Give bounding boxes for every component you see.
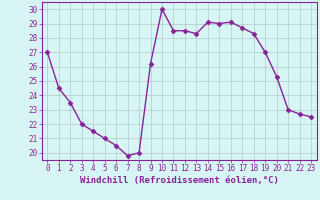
- X-axis label: Windchill (Refroidissement éolien,°C): Windchill (Refroidissement éolien,°C): [80, 176, 279, 185]
